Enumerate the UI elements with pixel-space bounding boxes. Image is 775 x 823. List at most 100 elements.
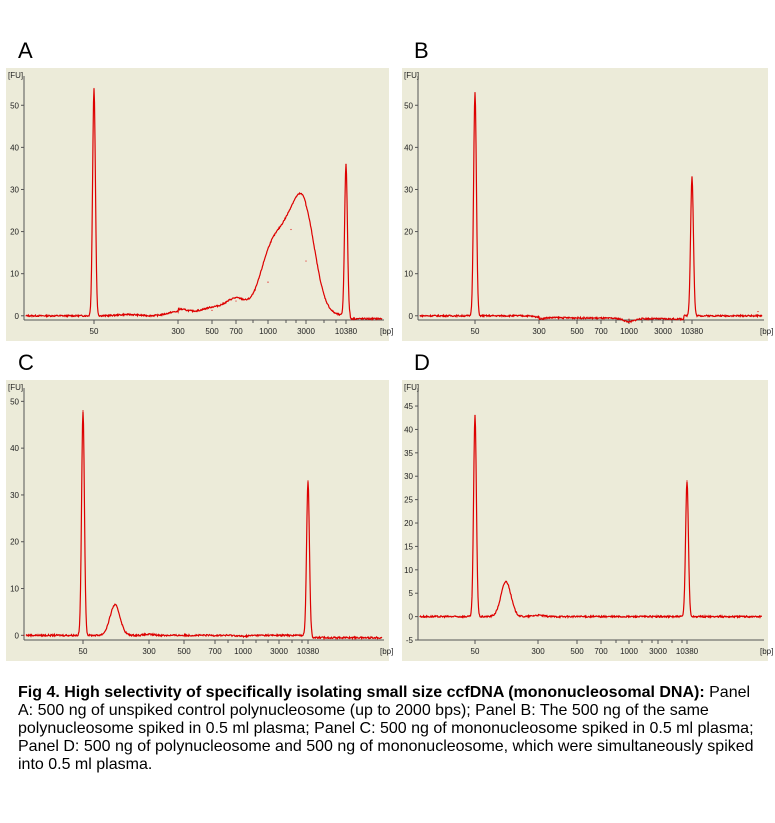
- x-tick-label: 700: [594, 647, 608, 656]
- x-tick-label: 700: [229, 327, 243, 336]
- panel-a-letter: A: [18, 38, 33, 63]
- x-tick-label: 300: [171, 327, 185, 336]
- y-tick-label: 10: [10, 585, 19, 594]
- y-tick-label: 30: [404, 472, 413, 481]
- y-tick-label: 0: [409, 613, 414, 622]
- y-tick-label: 25: [404, 496, 413, 505]
- y-tick-label: 40: [10, 444, 19, 453]
- data-point: [537, 614, 539, 616]
- y-tick-label: 15: [404, 542, 413, 551]
- y-tick-label: 45: [404, 402, 413, 411]
- x-tick-label: 1000: [620, 647, 638, 656]
- data-point: [474, 92, 476, 94]
- data-point: [538, 316, 540, 318]
- y-tick-label: 40: [10, 143, 19, 152]
- y-tick-label: 50: [10, 101, 19, 110]
- x-axis-label: [bp]: [380, 327, 393, 336]
- y-axis-label: [FU]: [8, 383, 23, 392]
- panel-d-letter: D: [414, 350, 430, 375]
- series-line: [25, 411, 383, 641]
- y-axis-label: [FU]: [404, 71, 419, 80]
- series-line: [419, 92, 763, 324]
- data-point: [691, 176, 693, 178]
- x-tick-label: 3000: [649, 647, 667, 656]
- y-tick-label: 50: [10, 397, 19, 406]
- data-point: [82, 410, 84, 412]
- electropherogram-panel-b: [FU] 0 10 20 30 40 50 50 300 500 700 1000 3000 10380 […: [402, 68, 773, 341]
- y-axis-label: [FU]: [8, 71, 23, 80]
- y-tick-label: 20: [404, 519, 413, 528]
- x-tick-label: 1000: [234, 647, 252, 656]
- y-tick-label: -5: [406, 636, 414, 645]
- data-point: [267, 281, 269, 283]
- series-line: [419, 414, 762, 619]
- panel-background: [402, 68, 768, 341]
- data-point: [235, 300, 237, 302]
- data-point: [757, 310, 759, 313]
- data-point: [177, 310, 179, 313]
- y-axis-label: [FU]: [404, 383, 419, 392]
- x-tick-label: 700: [208, 647, 222, 656]
- data-point: [419, 315, 421, 317]
- panel-background: [6, 380, 389, 661]
- x-tick-label: 3000: [297, 327, 315, 336]
- x-tick-label: 10380: [681, 327, 704, 336]
- x-axis-label: [bp]: [380, 647, 393, 656]
- x-tick-label: 10380: [676, 647, 699, 656]
- data-point: [148, 633, 150, 635]
- data-point: [686, 480, 688, 482]
- x-axis-label: [bp]: [760, 647, 773, 656]
- electropherogram-panel-c: [FU] 0 10 20 30 40 50 50 300 500 700 1000 3000 10380 […: [6, 380, 393, 661]
- y-tick-label: 10: [404, 566, 413, 575]
- data-point: [505, 580, 507, 583]
- x-tick-label: 3000: [270, 647, 288, 656]
- data-point: [345, 163, 347, 165]
- y-tick-label: 40: [404, 425, 413, 434]
- x-tick-label: 10380: [297, 647, 320, 656]
- electropherogram-panel-a: [FU] 0 10 20 30 40 50 50 300 500 700 1000 3000 10380 […: [6, 68, 393, 341]
- y-tick-label: 20: [404, 228, 413, 237]
- x-tick-label: 500: [177, 647, 191, 656]
- panel-background: [402, 380, 768, 661]
- caption-title: Fig 4. High selectivity of specifically …: [18, 684, 705, 701]
- caption-body: Panel A: 500 ng of unspiked control poly…: [18, 684, 754, 773]
- y-tick-label: 0: [409, 312, 414, 321]
- data-point: [23, 634, 25, 636]
- data-point: [474, 414, 476, 416]
- data-point: [419, 616, 421, 618]
- x-tick-label: 500: [570, 327, 584, 336]
- x-tick-label: 300: [532, 327, 546, 336]
- y-tick-label: 10: [10, 270, 19, 279]
- x-tick-label: 700: [594, 327, 608, 336]
- x-tick-label: 3000: [654, 327, 672, 336]
- y-tick-label: 35: [404, 449, 413, 458]
- figure-caption: Fig 4. High selectivity of specifically …: [18, 684, 763, 774]
- x-tick-label: 50: [79, 647, 88, 656]
- y-tick-label: 5: [409, 589, 414, 598]
- data-point: [377, 637, 379, 639]
- data-point: [628, 318, 630, 320]
- data-point: [628, 616, 630, 618]
- x-axis-label: [bp]: [760, 327, 773, 336]
- x-tick-label: 10380: [335, 327, 358, 336]
- data-point: [114, 604, 116, 606]
- data-point: [377, 317, 379, 319]
- panel-b-letter: B: [414, 38, 429, 63]
- data-point: [93, 87, 95, 90]
- series-line: [25, 88, 383, 322]
- panel-background: [6, 68, 389, 341]
- y-tick-label: 0: [15, 312, 20, 321]
- data-point: [211, 309, 213, 311]
- data-point: [307, 480, 309, 482]
- x-tick-label: 50: [471, 647, 480, 656]
- x-tick-label: 300: [531, 647, 545, 656]
- x-tick-label: 50: [471, 327, 480, 336]
- data-point: [305, 260, 307, 262]
- y-tick-label: 30: [10, 491, 19, 500]
- data-point: [127, 313, 129, 316]
- y-tick-label: 20: [10, 538, 19, 547]
- panel-c-letter: C: [18, 350, 34, 375]
- data-point: [757, 616, 759, 618]
- x-tick-label: 1000: [259, 327, 277, 336]
- y-tick-label: 30: [404, 185, 413, 194]
